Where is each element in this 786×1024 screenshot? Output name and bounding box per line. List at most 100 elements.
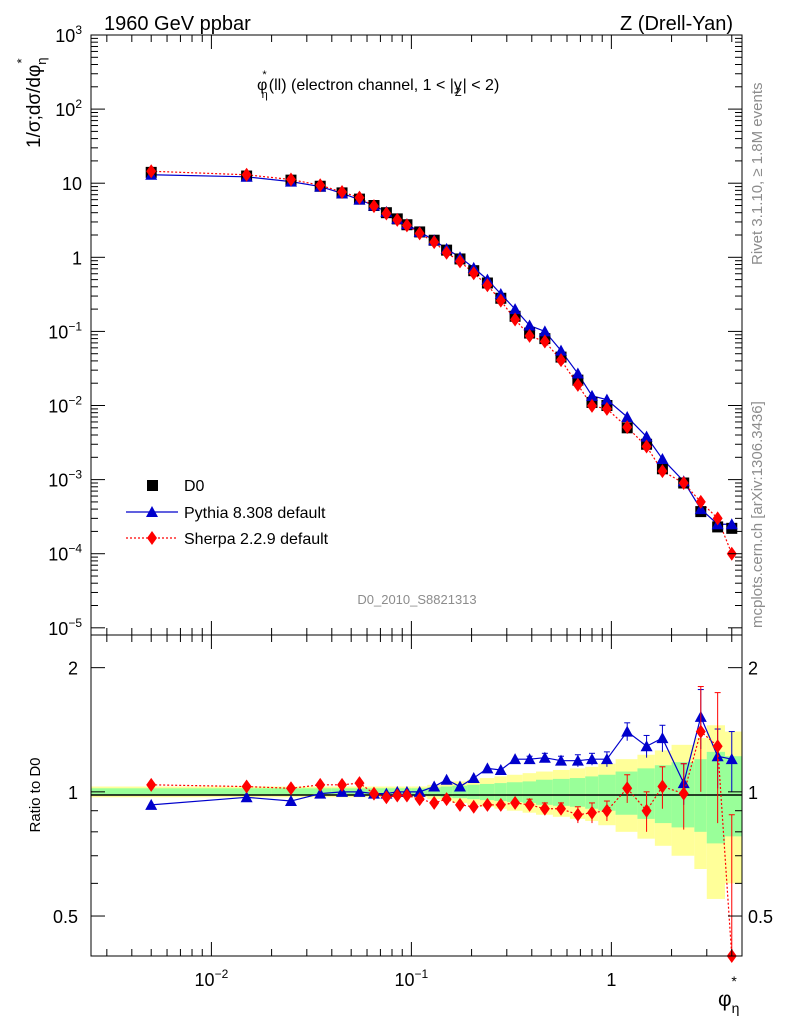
main-point-triangle (725, 518, 738, 530)
main-point-diamond (641, 439, 652, 454)
header-right: Z (Drell-Yan) (620, 13, 733, 35)
ratio-band-inner (522, 781, 537, 803)
main-y-tick-label-base: 10 (48, 545, 68, 565)
main-y-tick-label-exp: −4 (68, 542, 82, 556)
x-tick-label-base: 1 (606, 970, 616, 990)
main-y-tick-label: 1 (72, 248, 82, 268)
main-point-triangle (640, 430, 653, 442)
ratio-point-triangle (284, 795, 297, 807)
main-y-tick-label: 10−1 (48, 319, 82, 342)
ratio-point-diamond (678, 786, 689, 801)
legend-entry-sherpa: Sherpa 2.2.9 default (126, 531, 329, 548)
main-point-triangle (523, 319, 536, 331)
main-point-diamond (368, 199, 379, 214)
main-point-diamond (392, 212, 403, 227)
main-y-tick-label-base: 1 (72, 248, 82, 268)
main-point-diamond (539, 334, 550, 349)
main-point-diamond (712, 511, 723, 526)
ratio-band-inner (271, 788, 332, 796)
ratio-band-inner (506, 782, 523, 802)
main-point-triangle (509, 303, 522, 315)
main-y-tick-label: 103 (55, 23, 82, 46)
main-point-diamond (482, 278, 493, 293)
main-point-triangle (621, 410, 634, 422)
ratio-markers (145, 686, 738, 963)
main-point-triangle (555, 344, 568, 356)
header-left: 1960 GeV ppbar (104, 13, 251, 35)
ratio-point-triangle (538, 751, 551, 763)
main-point-diamond (586, 398, 597, 413)
main-y-tick-label-base: 10 (48, 397, 68, 417)
legend-sherpa-label: Sherpa 2.2.9 default (184, 531, 329, 548)
ratio-band-inner (724, 756, 742, 837)
legend-pythia-marker (146, 506, 158, 517)
plot-title: φ* η(ll) (electron channel, 1 < |yZ| < 2) (257, 69, 499, 101)
main-point-diamond (524, 328, 535, 343)
ratio-axes: 0.5 0.51 12 210−2 10−1 1 (53, 635, 773, 990)
ratio-band-inner (536, 779, 553, 805)
ratio-point-triangle (353, 785, 366, 797)
ratio-point-diamond (315, 777, 326, 792)
main-y-tick-label-exp: −1 (68, 319, 82, 333)
ratio-point-diamond (524, 797, 535, 812)
ratio-band-inner (598, 774, 616, 811)
ratio-point-triangle (314, 787, 327, 799)
plot-title-tail: | < 2) (463, 77, 500, 94)
ratio-point-triangle (571, 754, 584, 766)
x-tick-label: 1 (606, 970, 616, 990)
ratio-point-diamond (146, 777, 157, 792)
main-point-diamond (146, 164, 157, 179)
main-y-tick-label: 10 (62, 174, 82, 194)
ratio-y-axis-label: Ratio to D0 (27, 757, 44, 832)
ratio-point-diamond (337, 777, 348, 792)
rivet-version-label: Rivet 3.1.10, ≥ 1.8M events (749, 83, 766, 266)
main-point-diamond (285, 172, 296, 187)
ratio-point-diamond (482, 797, 493, 812)
ratio-point-diamond (392, 788, 403, 803)
main-y-tick-label-exp: 2 (75, 97, 82, 111)
ratio-y-tick-label-right: 1 (748, 783, 758, 803)
legend-sherpa-marker (147, 531, 157, 545)
ratio-point-triangle (467, 772, 480, 784)
main-series-line (151, 174, 732, 525)
main-y-tick-label-base: 10 (55, 26, 75, 46)
ratio-point-diamond (510, 795, 521, 810)
ratio-point-diamond (414, 792, 425, 807)
main-y-tick-label-exp: −2 (68, 394, 82, 408)
main-point-diamond (241, 167, 252, 182)
legend-d0-label: D0 (184, 478, 205, 495)
main-series-line (151, 170, 733, 554)
ratio-point-diamond (657, 779, 668, 794)
legend-pythia-label: Pythia 8.308 default (184, 505, 326, 522)
main-point-diamond (510, 312, 521, 327)
plot-title-sub: η (262, 89, 268, 101)
main-y-tick-label-base: 10 (48, 322, 68, 342)
ratio-point-diamond (495, 797, 506, 812)
ratio-y-tick-label: 1 (68, 783, 78, 803)
main-point-diamond (441, 245, 452, 260)
x-label-sup: * (731, 973, 737, 989)
ratio-point-diamond (241, 779, 252, 794)
ratio-band-inner (706, 751, 725, 844)
ratio-point-diamond (454, 797, 465, 812)
main-y-tick-label-base: 10 (62, 174, 82, 194)
ratio-point-triangle (494, 763, 507, 775)
main-point-triangle (600, 393, 613, 405)
legend-entry-d0: D0 (147, 478, 205, 495)
ratio-point-diamond (572, 807, 583, 822)
ratio-point-triangle (621, 725, 634, 737)
ratio-point-triangle (440, 773, 453, 785)
x-label-sub: η (732, 1000, 740, 1016)
legend-d0-marker (147, 480, 158, 491)
main-point-diamond (401, 218, 412, 233)
ratio-point-triangle (481, 762, 494, 774)
ratio-point-triangle (555, 754, 568, 766)
ratio-point-triangle (145, 798, 158, 810)
x-tick-label-base: 10 (195, 970, 215, 990)
legend: D0 Pythia 8.308 default Sherpa 2.2.9 def… (126, 478, 329, 548)
ratio-point-diamond (695, 724, 706, 739)
x-tick-label-base: 10 (395, 970, 415, 990)
main-y-label-sup: * (14, 58, 29, 63)
main-point-triangle (494, 287, 507, 299)
ratio-band-inner (440, 786, 453, 798)
